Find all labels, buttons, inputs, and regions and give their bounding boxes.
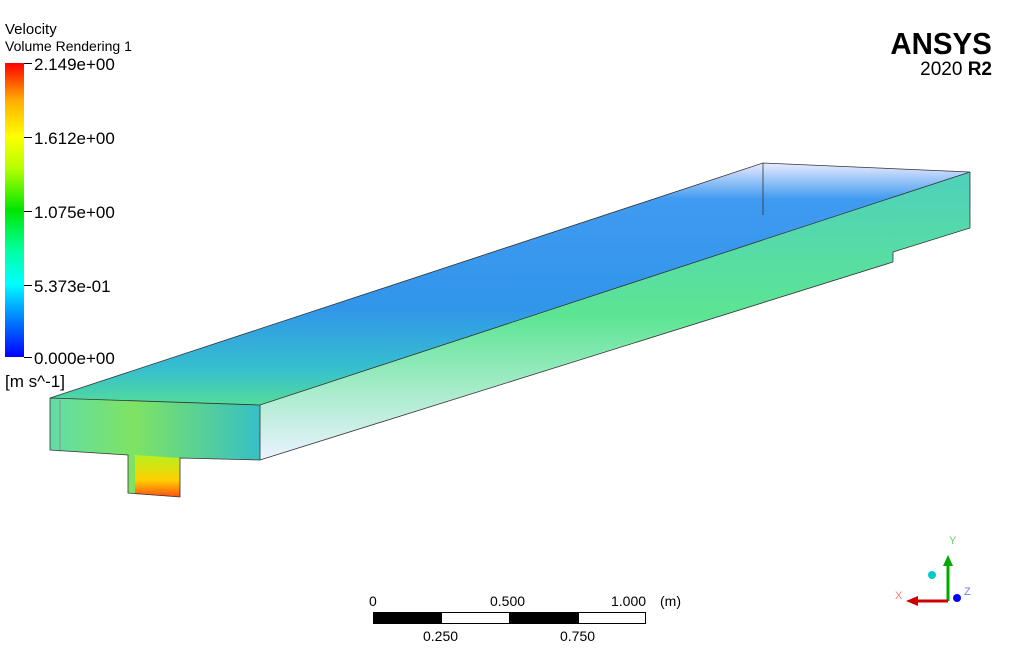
logo-release: R2: [967, 59, 992, 80]
scale-label: 0.250: [423, 628, 459, 644]
legend-tick-label: 1.075e+00: [34, 203, 115, 222]
view-center-dot: [928, 571, 936, 579]
legend-units: [m s^-1]: [5, 372, 65, 391]
scale-segment: [373, 612, 442, 624]
scale-label: 0: [369, 593, 377, 609]
legend-tick-label: 1.612e+00: [34, 129, 115, 148]
z-axis-dot: [953, 594, 961, 602]
x-axis-label: X: [895, 590, 903, 602]
legend-object: Volume Rendering 1: [5, 38, 132, 54]
scale-segment: [441, 612, 510, 624]
legend-tick-label: 0.000e+00: [34, 349, 115, 368]
y-axis-label: Y: [949, 535, 957, 547]
legend-tick: [24, 137, 32, 138]
scale-segment: [509, 612, 579, 624]
legend-tick-label: 5.373e-01: [34, 277, 111, 296]
axis-triad[interactable]: Y X Z: [895, 535, 971, 606]
scale-label: 1.000: [611, 593, 647, 609]
legend-tick: [24, 357, 32, 358]
ansys-logo: ANSYS 2020 R2: [885, 28, 992, 80]
color-legend-bar: [5, 63, 24, 357]
scale-segment: [578, 612, 646, 624]
legend-tick: [24, 63, 32, 64]
scale-unit: (m): [660, 593, 681, 609]
legend-tick-label: 2.149e+00: [34, 55, 115, 74]
channel-volume-rendering: [49, 162, 971, 498]
scale-label: 0.750: [560, 628, 596, 644]
scale-label: 0.500: [490, 593, 526, 609]
logo-name: ANSYS: [890, 26, 992, 61]
legend-tick: [24, 285, 32, 286]
legend-tick: [24, 211, 32, 212]
legend-variable: Velocity: [5, 21, 57, 38]
logo-version: 2020: [920, 59, 963, 80]
z-axis-label: Z: [964, 586, 971, 598]
